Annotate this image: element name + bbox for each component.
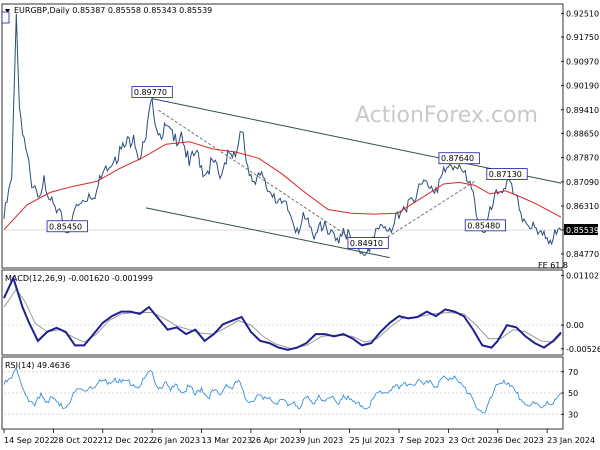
xtick-label: 14 Sep 2022 — [4, 436, 55, 445]
xtick-label: 23 Oct 2023 — [448, 436, 497, 445]
price-label-text: 0.87130 — [489, 170, 522, 179]
series-group — [3, 13, 562, 414]
price-label-text: 0.84910 — [350, 239, 383, 248]
price-label-text: 0.85450 — [49, 222, 82, 231]
rsi-level-lines — [4, 324, 561, 415]
price-label-box — [46, 220, 88, 233]
xtick-label: 26 Apr 2023 — [251, 436, 300, 445]
price-label-box — [131, 86, 173, 98]
fe-618-label: FE 61.8 — [538, 261, 568, 270]
macd-header: MACD(12,26,9) -0.001620 -0.001999 — [5, 274, 153, 283]
macd-signal-line — [3, 288, 562, 350]
macd-main-line — [3, 275, 562, 351]
price-label-box — [438, 152, 480, 165]
rsi-ytick-label: 50 — [568, 389, 578, 398]
rsi-ytick-label: 30 — [568, 410, 578, 419]
price-ytick-label: 0.89410 — [566, 106, 599, 115]
price-label-text: 0.87640 — [441, 154, 474, 163]
xtick-label: 23 Jan 2024 — [547, 436, 595, 445]
macd-ytick-label: 0.00 — [566, 321, 584, 330]
price-ytick-label: 0.87090 — [566, 178, 599, 187]
xtick-label: 9 Jun 2023 — [300, 436, 343, 445]
price-ytick-label: 0.87870 — [566, 154, 599, 163]
price-label-box — [464, 219, 506, 232]
xtick-label: 26 Jan 2023 — [152, 436, 200, 445]
watermark-text: ActionForex.com — [355, 103, 538, 128]
xtick-label: 12 Dec 2022 — [103, 436, 154, 445]
moving-average-line — [3, 141, 562, 231]
xtick-label: 28 Oct 2022 — [53, 436, 102, 445]
left-marker-box — [1, 11, 10, 24]
price-series-line — [3, 13, 562, 256]
price-ytick-label: 0.90190 — [566, 82, 599, 91]
price-ytick-label: 0.91750 — [566, 33, 599, 42]
price-ytick-label: 0.92510 — [566, 9, 599, 18]
macd-ytick-label: 0.011027 — [566, 271, 600, 280]
rsi-line — [3, 366, 562, 414]
price-ytick-label: 0.86310 — [566, 202, 599, 211]
price-ytick-label: 0.90970 — [566, 57, 599, 66]
xtick-label: 7 Sep 2023 — [399, 436, 445, 445]
price-label-text: 0.89770 — [134, 88, 167, 97]
price-panel-frame — [1, 3, 564, 269]
price-label-box — [347, 237, 389, 249]
xtick-label: 13 Mar 2023 — [201, 436, 252, 445]
price-annotations: 0.89770 0.85450 0.84910 0.87640 0.87130 0.854… — [1, 11, 568, 270]
xtick-label: 6 Dec 2023 — [498, 436, 544, 445]
rsi-header: RSI(14) 49.4636 — [5, 361, 70, 370]
rsi-ytick-label: 70 — [568, 368, 578, 377]
xtick-label: 25 Jul 2023 — [350, 436, 395, 445]
dropdown-triangle-icon[interactable] — [5, 9, 10, 13]
y-axis-ticks: 0.92510 0.91750 0.90970 0.90190 0.89410 0.886… — [561, 9, 600, 419]
price-ytick-label: 0.88650 — [566, 129, 599, 138]
symbol-header: EURGBP,Daily 0.85387 0.85558 0.85343 0.8… — [14, 6, 212, 15]
current-price-tag — [564, 223, 598, 235]
price-label-box — [486, 168, 528, 180]
price-ytick-label-current: 0.85539 — [566, 226, 599, 235]
macd-panel-frame — [1, 269, 564, 356]
price-label-text: 0.85480 — [467, 221, 500, 230]
price-ytick-label: 0.84770 — [566, 250, 599, 259]
channel-lower-line — [145, 207, 390, 259]
